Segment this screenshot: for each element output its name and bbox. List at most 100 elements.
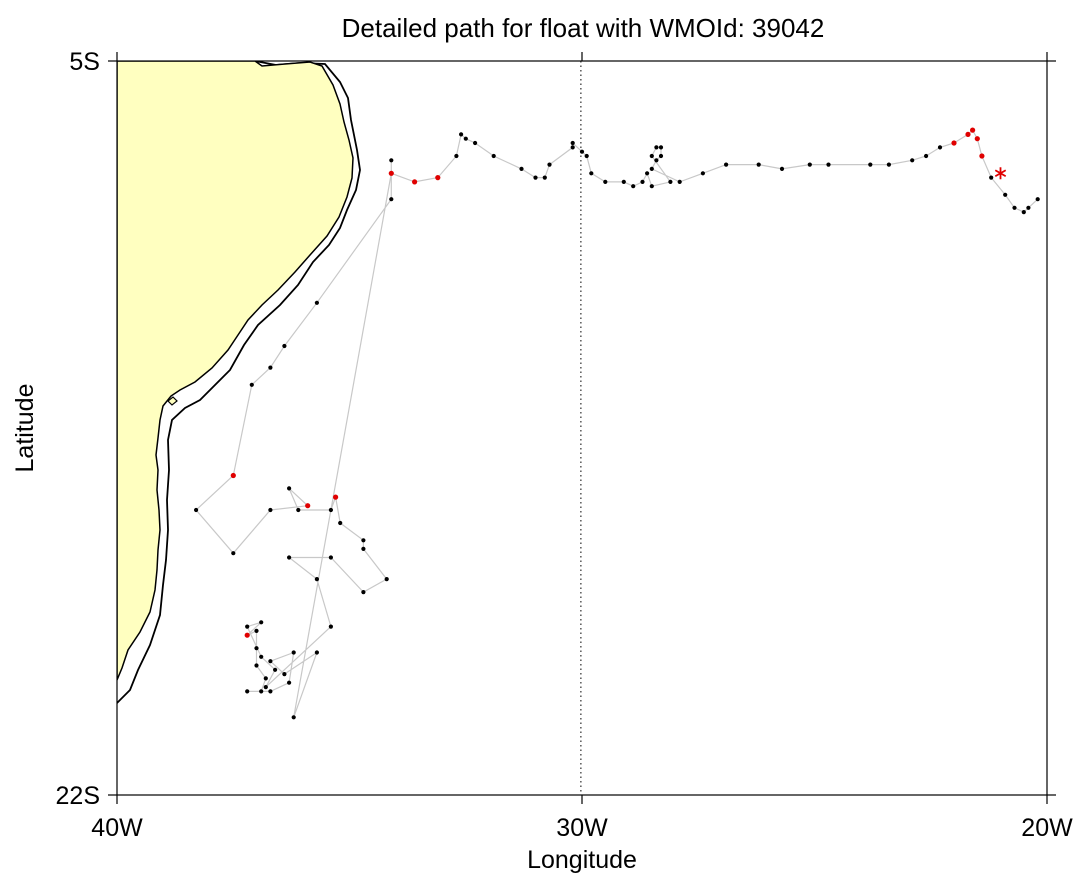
profile-point: [1012, 205, 1017, 210]
track-layer: [195, 129, 1039, 718]
profile-point: [570, 145, 575, 150]
track-points: [194, 127, 1040, 720]
profile-point: [1026, 205, 1031, 210]
profile-point: [658, 145, 664, 150]
profile-point: [868, 162, 873, 167]
profile-point: [989, 175, 994, 180]
profile-point: [631, 184, 636, 189]
profile-point: [654, 158, 659, 163]
profile-point: [384, 577, 389, 582]
y-tick-label: 5S: [69, 48, 100, 76]
profile-point: [649, 153, 654, 159]
profile-point: [194, 507, 199, 513]
profile-point: [389, 197, 394, 202]
flagged-profile-point: [305, 503, 311, 509]
profile-point: [282, 672, 287, 677]
profile-point: [700, 171, 706, 176]
flagged-profile-point: [244, 632, 250, 638]
profile-point: [263, 676, 268, 681]
profile-point: [649, 184, 654, 189]
profile-point: [291, 650, 296, 655]
profile-point: [296, 507, 301, 513]
profile-point: [640, 179, 645, 184]
flagged-profile-point: [970, 127, 976, 133]
x-tick-label: 40W: [91, 814, 143, 842]
x-axis-label: Longitude: [527, 846, 637, 874]
profile-point: [231, 551, 236, 556]
profile-point: [910, 158, 915, 163]
profile-point: [268, 507, 273, 513]
flagged-profile-point: [965, 131, 971, 137]
y-tick-label: 22S: [56, 782, 100, 810]
flagged-profile-point: [951, 140, 957, 146]
profile-point: [259, 620, 264, 625]
profile-point: [1003, 192, 1008, 197]
profile-point: [245, 624, 250, 629]
coastline-outer: [117, 61, 361, 704]
profile-point: [886, 162, 892, 167]
flagged-profile-point: [979, 153, 985, 159]
land-mass: [117, 61, 354, 681]
profile-point: [677, 179, 682, 184]
profile-point: [291, 715, 296, 720]
last-position-marker: [994, 167, 1007, 180]
profile-point: [314, 577, 319, 582]
x-tick-label: 20W: [1021, 814, 1073, 842]
profile-point: [459, 132, 464, 137]
profile-point: [826, 162, 831, 167]
profile-point: [579, 149, 585, 154]
island-marker: [167, 396, 178, 406]
profile-point: [361, 538, 366, 543]
flagged-profile-point: [388, 170, 394, 176]
profile-point: [314, 300, 319, 305]
profile-point: [249, 382, 254, 387]
profile-point: [491, 153, 496, 159]
profile-point: [245, 689, 250, 694]
map-layer: [117, 61, 361, 704]
profile-point: [361, 546, 366, 552]
flagged-profile-point: [435, 175, 441, 181]
profile-point: [463, 136, 468, 141]
profile-point: [937, 145, 943, 150]
profile-point: [924, 153, 929, 159]
chart-title: Detailed path for float with WMOId: 3904…: [342, 13, 825, 43]
profile-point: [1035, 197, 1040, 202]
profile-point: [584, 153, 589, 159]
profile-point: [268, 689, 273, 694]
profile-point: [328, 555, 333, 560]
profile-point: [282, 343, 287, 349]
profile-point: [361, 590, 366, 595]
flagged-profile-point: [412, 179, 418, 185]
profile-point: [668, 179, 673, 184]
flagged-profile-point: [230, 472, 236, 479]
profile-point: [328, 624, 333, 629]
profile-point: [259, 689, 264, 694]
x-tick-label: 30W: [556, 814, 608, 842]
profile-point: [1021, 210, 1026, 215]
profile-point: [328, 507, 333, 513]
profile-point: [287, 555, 292, 560]
profile-point: [268, 659, 273, 664]
profile-point: [621, 179, 626, 184]
profile-point: [645, 171, 650, 176]
y-axis-label: Latitude: [11, 384, 39, 473]
profile-point: [259, 654, 264, 659]
profile-point: [724, 162, 729, 167]
profile-point: [263, 685, 268, 690]
profile-point: [589, 171, 594, 176]
axis-ticks: 40W 30W 20W 5S 22S: [56, 48, 1074, 842]
profile-point: [254, 663, 259, 668]
profile-point: [338, 520, 343, 526]
flagged-profile-point: [974, 136, 980, 142]
profile-point: [389, 158, 394, 163]
profile-point: [287, 486, 292, 491]
profile-point: [658, 153, 664, 159]
profile-point: [287, 680, 292, 685]
profile-point: [273, 667, 278, 672]
profile-point: [473, 140, 478, 146]
profile-point: [649, 166, 654, 171]
profile-point: [603, 179, 608, 184]
profile-point: [314, 650, 319, 655]
profile-point: [756, 162, 761, 167]
